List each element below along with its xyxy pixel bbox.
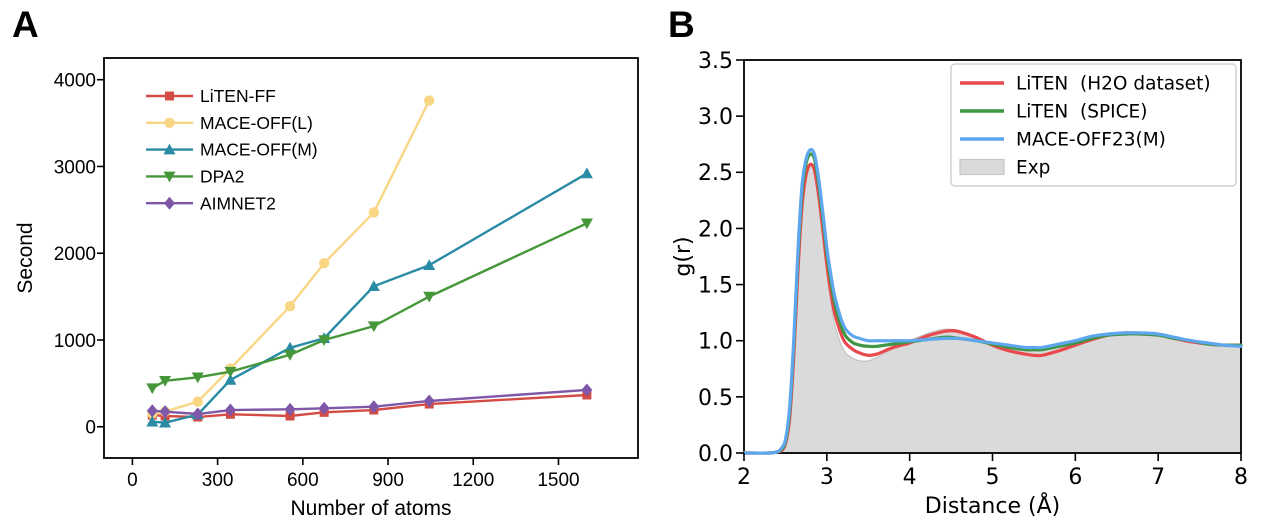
y-tick-label: 0.0 bbox=[698, 442, 733, 467]
x-tick-label: 3 bbox=[820, 465, 834, 490]
series-marker-circle bbox=[424, 95, 435, 106]
panel-b-chart: 2 3 4 5 6 7 8 0.0 0.5 1.0 1.5 2.0 2.5 3.0 3.5 Distance … bbox=[671, 49, 1248, 519]
series-marker-circle bbox=[164, 117, 175, 128]
y-tick-label: 1000 bbox=[54, 331, 96, 352]
series-marker-diamond bbox=[581, 383, 593, 397]
series-marker-diamond bbox=[164, 196, 175, 210]
y-axis-label: g(r) bbox=[671, 236, 696, 276]
series-marker-circle bbox=[284, 300, 296, 312]
panel-b-label: B bbox=[668, 4, 695, 45]
y-tick-label: 0.5 bbox=[698, 386, 733, 411]
legend-label: LiTEN-FF bbox=[200, 86, 276, 106]
series-marker-triangle-down bbox=[191, 372, 204, 384]
x-tick-label: 2 bbox=[737, 465, 751, 490]
x-tick-label: 4 bbox=[903, 465, 917, 490]
series-marker-diamond bbox=[159, 405, 171, 419]
legend-label: MACE-OFF(M) bbox=[200, 140, 318, 160]
series-marker-circle bbox=[368, 207, 380, 218]
series-marker-triangle-up bbox=[146, 415, 159, 427]
x-tick-label: 1500 bbox=[537, 470, 579, 491]
y-tick-label: 4000 bbox=[54, 71, 96, 92]
x-tick-label: 900 bbox=[372, 470, 404, 491]
y-tick-label: 3000 bbox=[54, 157, 96, 178]
series-marker-diamond bbox=[423, 394, 435, 408]
legend-label: LiTEN (SPICE) bbox=[1016, 101, 1147, 122]
legend-label: DPA2 bbox=[200, 167, 244, 187]
series-marker-circle bbox=[192, 396, 203, 407]
x-tick-label: 600 bbox=[287, 470, 319, 491]
series-marker-triangle-down bbox=[284, 349, 297, 361]
legend-label: LiTEN (H2O dataset) bbox=[1016, 73, 1211, 94]
y-tick-label: 1.5 bbox=[698, 273, 733, 298]
series-marker-triangle-down bbox=[163, 171, 176, 183]
series-marker-triangle-down bbox=[159, 375, 172, 387]
x-tick-label: 5 bbox=[986, 465, 1000, 490]
y-tick-label: 2.5 bbox=[698, 161, 733, 186]
series-marker-diamond bbox=[146, 404, 158, 418]
legend-box bbox=[950, 63, 1237, 187]
legend-swatch-area bbox=[959, 158, 1005, 176]
series-marker-triangle-up bbox=[580, 167, 593, 179]
series-line bbox=[151, 99, 431, 415]
x-tick-label: 8 bbox=[1234, 465, 1248, 490]
y-tick-label: 2.0 bbox=[698, 217, 733, 242]
series-marker-triangle-up bbox=[367, 280, 380, 291]
y-tick-label: 3.0 bbox=[698, 105, 733, 130]
plot-box bbox=[103, 57, 639, 459]
legend-label: MACE-OFF(L) bbox=[200, 113, 313, 133]
area-series-exp bbox=[743, 165, 1242, 454]
legend-label: AIMNET2 bbox=[200, 193, 276, 213]
x-tick-label: 7 bbox=[1151, 465, 1165, 490]
x-tick-label: 1200 bbox=[452, 470, 494, 491]
y-tick-label: 2000 bbox=[54, 244, 96, 265]
series-marker-circle bbox=[318, 258, 330, 269]
series-marker-diamond bbox=[284, 402, 296, 416]
y-tick-label: 3.5 bbox=[698, 49, 733, 74]
series-marker-triangle-up bbox=[163, 143, 176, 155]
x-axis-label: Distance (Å) bbox=[925, 492, 1060, 519]
series-marker-square bbox=[165, 91, 174, 101]
series-marker-triangle-down bbox=[580, 218, 593, 230]
x-tick-label: 6 bbox=[1068, 465, 1082, 490]
series-marker-triangle-down bbox=[367, 321, 380, 333]
panel-a-chart: 0 300 600 900 1200 1500 0 1000 2000 3000 4000 Numbe… bbox=[14, 57, 639, 520]
series-marker-triangle-down bbox=[224, 366, 237, 378]
y-axis-label: Second bbox=[14, 222, 37, 293]
panel-a-label: A bbox=[12, 4, 39, 45]
series-line bbox=[742, 147, 1243, 455]
legend-label: Exp bbox=[1016, 157, 1050, 178]
series-marker-diamond bbox=[192, 407, 204, 421]
x-tick-label: 300 bbox=[202, 470, 234, 491]
series-marker-triangle-down bbox=[318, 335, 331, 346]
series-marker-diamond bbox=[368, 400, 380, 414]
series-marker-diamond bbox=[318, 401, 330, 415]
series-marker-triangle-up bbox=[423, 259, 436, 271]
legend-label: MACE-OFF23(M) bbox=[1016, 129, 1166, 150]
x-axis-label: Number of atoms bbox=[290, 497, 451, 520]
series-marker-square bbox=[285, 411, 295, 421]
series-marker-triangle-up bbox=[159, 416, 172, 428]
x-tick-label: 0 bbox=[127, 470, 138, 491]
series-line bbox=[151, 222, 589, 390]
series-marker-triangle-up bbox=[224, 373, 237, 385]
y-tick-label: 0 bbox=[85, 418, 96, 439]
series-marker-diamond bbox=[224, 403, 236, 417]
series-marker-triangle-down bbox=[423, 291, 436, 303]
y-tick-label: 1.0 bbox=[698, 330, 733, 355]
series-marker-triangle-up bbox=[284, 341, 297, 353]
series-marker-triangle-down bbox=[146, 383, 159, 395]
